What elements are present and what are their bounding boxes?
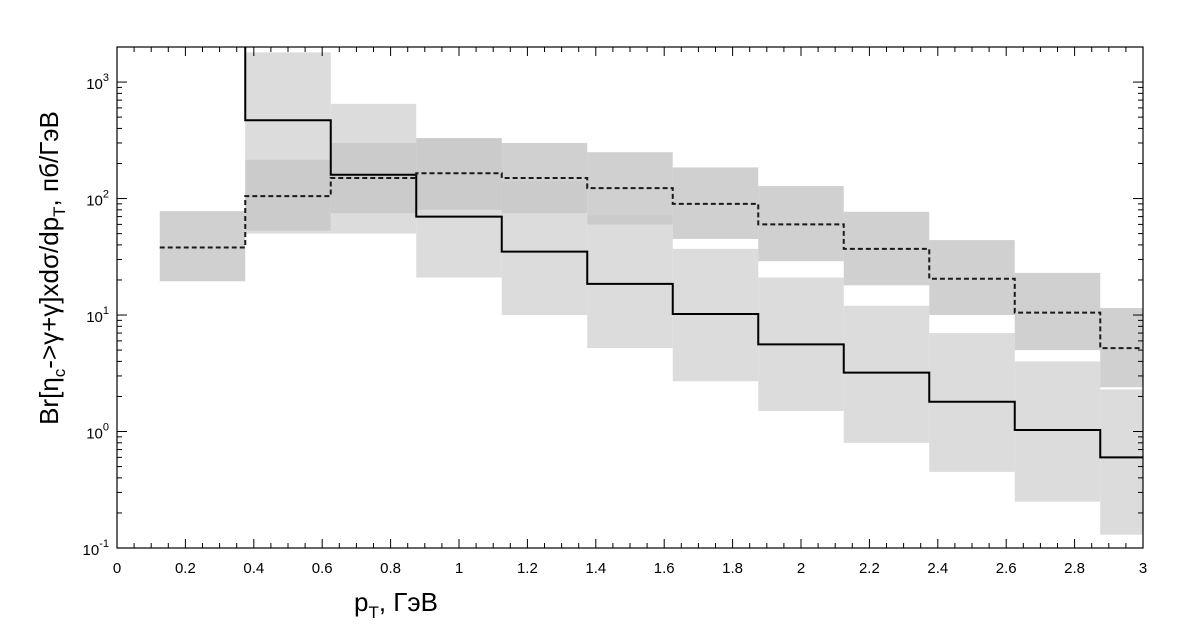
y-axis-title: Br[ηc->γ+γ]xdσ/dpT, пб/ГэВ bbox=[34, 111, 69, 425]
y-tick-label-base: 10 bbox=[86, 76, 103, 93]
x-tick-label: 1.8 bbox=[722, 560, 743, 577]
y-tick-label: 10-1 bbox=[83, 538, 109, 559]
y-tick-label-exponent: 2 bbox=[103, 189, 109, 201]
x-tick-label: 3 bbox=[1139, 560, 1147, 577]
band-series-0-bin-9 bbox=[1014, 361, 1101, 502]
y-tick-label-exponent: 0 bbox=[103, 422, 109, 434]
plot-frame bbox=[116, 46, 1144, 549]
y-axis-title-part1: Br[η bbox=[34, 377, 64, 425]
y-axis-title-sub1: c bbox=[50, 368, 69, 377]
y-tick-label-exponent: 1 bbox=[103, 305, 109, 317]
band-series-1-bin-10 bbox=[1014, 272, 1101, 351]
y-tick-label: 102 bbox=[86, 189, 109, 210]
x-tick-label: 2 bbox=[797, 560, 805, 577]
y-tick-label: 100 bbox=[86, 422, 109, 443]
x-tick-labels: 0 0.2 0.4 0.6 0.8 1 1.2 1.4 1.6 1.8 2 2.2 2.4 2.6 2.8 3 bbox=[113, 560, 1147, 577]
x-tick-label: 0.4 bbox=[243, 560, 264, 577]
uncertainty-bands bbox=[159, 52, 1143, 535]
x-axis-title-rest: , ГэВ bbox=[379, 587, 438, 617]
band-series-1-bin-0 bbox=[159, 211, 246, 282]
series-line-1 bbox=[159, 172, 1143, 350]
x-tick-label: 2.2 bbox=[859, 560, 880, 577]
y-tick-label-base: 10 bbox=[83, 542, 100, 559]
x-tick-label: 1.6 bbox=[654, 560, 675, 577]
band-series-0-bin-4 bbox=[587, 215, 673, 349]
y-tick-label-base: 10 bbox=[86, 309, 103, 326]
x-tick-label: 1 bbox=[455, 560, 463, 577]
band-series-0-bin-10 bbox=[1100, 389, 1143, 535]
x-tick-label: 0.8 bbox=[380, 560, 401, 577]
x-tick-label: 0 bbox=[113, 560, 121, 577]
band-series-0-bin-5 bbox=[672, 248, 759, 382]
y-tick-label-base: 10 bbox=[86, 426, 103, 443]
y-tick-label: 101 bbox=[86, 305, 109, 326]
x-tick-label: 2.4 bbox=[927, 560, 948, 577]
band-series-1-bin-9 bbox=[929, 240, 1015, 316]
y-axis-title-sub2: T bbox=[50, 206, 69, 216]
y-tick-label-base: 10 bbox=[86, 193, 103, 210]
y-axis-title-part2: ->γ+γ]xdσ/dp bbox=[34, 217, 64, 369]
x-axis-title: pT, ГэВ bbox=[354, 587, 438, 622]
histogram-lines bbox=[159, 47, 1143, 459]
series-line-0 bbox=[244, 47, 1143, 459]
band-series-0-bin-7 bbox=[843, 305, 930, 443]
x-tick-label: 1.4 bbox=[585, 560, 606, 577]
x-tick-label: 2.6 bbox=[996, 560, 1017, 577]
x-tick-label: 2.8 bbox=[1064, 560, 1085, 577]
axis-ticks bbox=[116, 46, 1144, 549]
y-tick-label-exponent: -1 bbox=[99, 538, 109, 550]
y-tick-label: 103 bbox=[86, 72, 109, 93]
y-axis-title-part3: , пб/ГэВ bbox=[34, 111, 64, 206]
x-tick-label: 0.6 bbox=[312, 560, 333, 577]
x-axis-title-main: p bbox=[354, 587, 368, 617]
x-tick-label: 0.2 bbox=[175, 560, 196, 577]
x-tick-label: 1.2 bbox=[517, 560, 538, 577]
y-tick-label-exponent: 3 bbox=[103, 72, 109, 84]
x-axis-title-sub: T bbox=[368, 603, 378, 622]
